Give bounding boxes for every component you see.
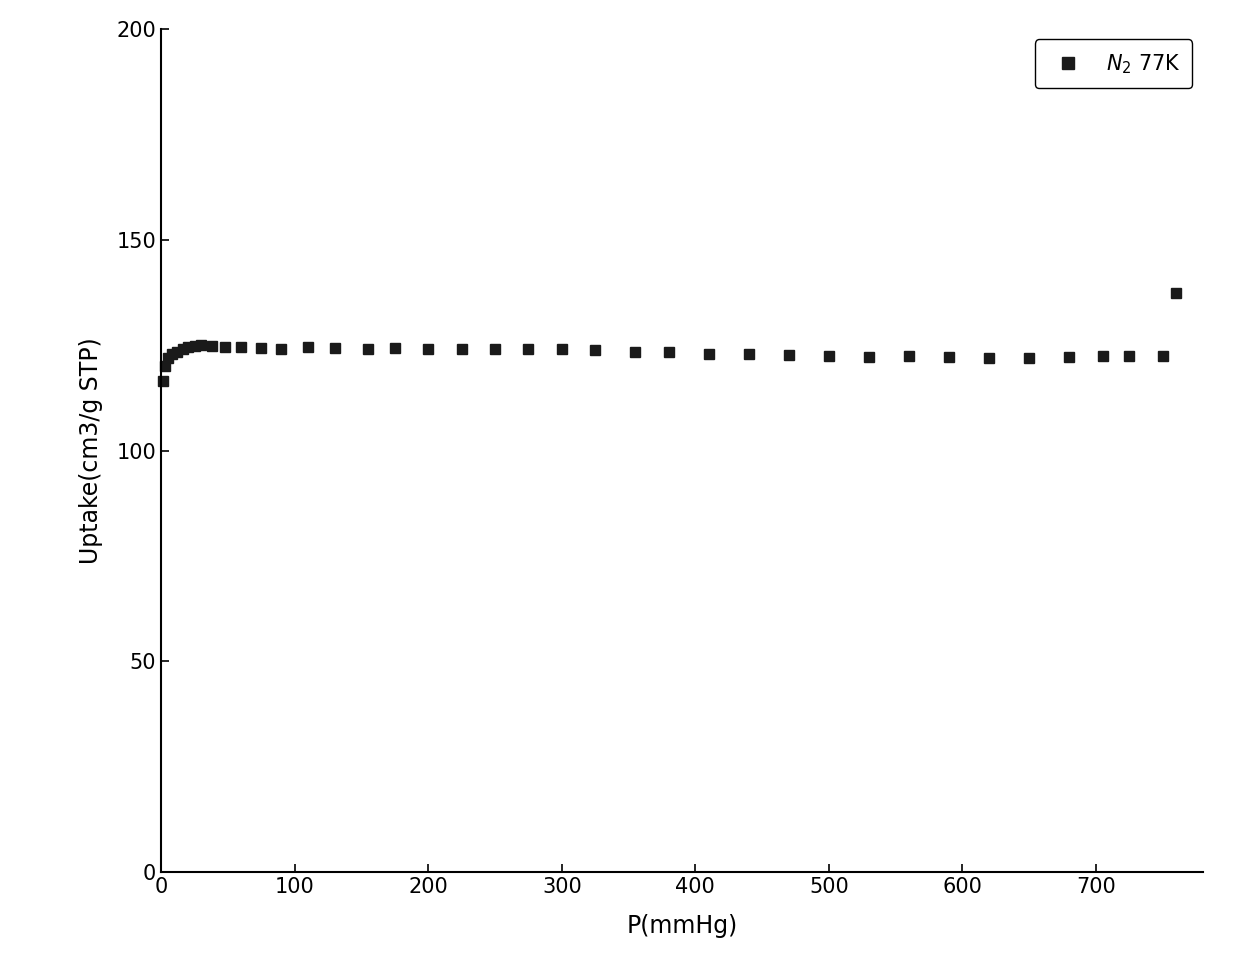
$N_2$ 77K xyxy=(862,351,877,362)
$N_2$ 77K xyxy=(1061,351,1076,362)
$N_2$ 77K xyxy=(165,348,180,359)
$N_2$ 77K xyxy=(454,343,469,355)
$N_2$ 77K xyxy=(300,341,315,353)
$N_2$ 77K xyxy=(254,342,269,354)
$N_2$ 77K xyxy=(554,344,569,356)
Y-axis label: Uptake(cm3/g STP): Uptake(cm3/g STP) xyxy=(78,337,103,564)
$N_2$ 77K xyxy=(1095,350,1110,361)
$N_2$ 77K xyxy=(781,349,796,360)
$N_2$ 77K xyxy=(157,360,172,372)
$N_2$ 77K xyxy=(327,342,342,354)
$N_2$ 77K xyxy=(181,341,196,353)
$N_2$ 77K xyxy=(187,340,202,352)
$N_2$ 77K xyxy=(901,350,916,361)
$N_2$ 77K xyxy=(588,344,603,356)
$N_2$ 77K xyxy=(205,340,219,352)
$N_2$ 77K xyxy=(487,344,502,356)
$N_2$ 77K xyxy=(702,348,717,359)
$N_2$ 77K xyxy=(361,343,376,355)
Legend: $N_2$ 77K: $N_2$ 77K xyxy=(1034,40,1193,88)
$N_2$ 77K xyxy=(175,344,190,356)
$N_2$ 77K xyxy=(821,350,836,361)
$N_2$ 77K xyxy=(155,375,170,387)
$N_2$ 77K xyxy=(218,341,233,353)
$N_2$ 77K xyxy=(1156,350,1171,361)
$N_2$ 77K xyxy=(941,351,956,362)
$N_2$ 77K xyxy=(1168,287,1183,298)
$N_2$ 77K xyxy=(521,343,536,355)
$N_2$ 77K xyxy=(742,349,756,360)
Line: $N_2$ 77K: $N_2$ 77K xyxy=(157,288,1180,386)
$N_2$ 77K xyxy=(1122,350,1137,361)
$N_2$ 77K xyxy=(387,342,402,354)
$N_2$ 77K xyxy=(193,339,208,351)
$N_2$ 77K xyxy=(170,346,185,358)
$N_2$ 77K xyxy=(160,352,175,363)
$N_2$ 77K xyxy=(627,346,642,358)
X-axis label: P(mmHg): P(mmHg) xyxy=(626,914,738,938)
$N_2$ 77K xyxy=(234,341,249,353)
$N_2$ 77K xyxy=(982,352,997,363)
$N_2$ 77K xyxy=(661,347,676,359)
$N_2$ 77K xyxy=(274,343,289,355)
$N_2$ 77K xyxy=(1022,352,1037,363)
$N_2$ 77K xyxy=(420,344,435,356)
